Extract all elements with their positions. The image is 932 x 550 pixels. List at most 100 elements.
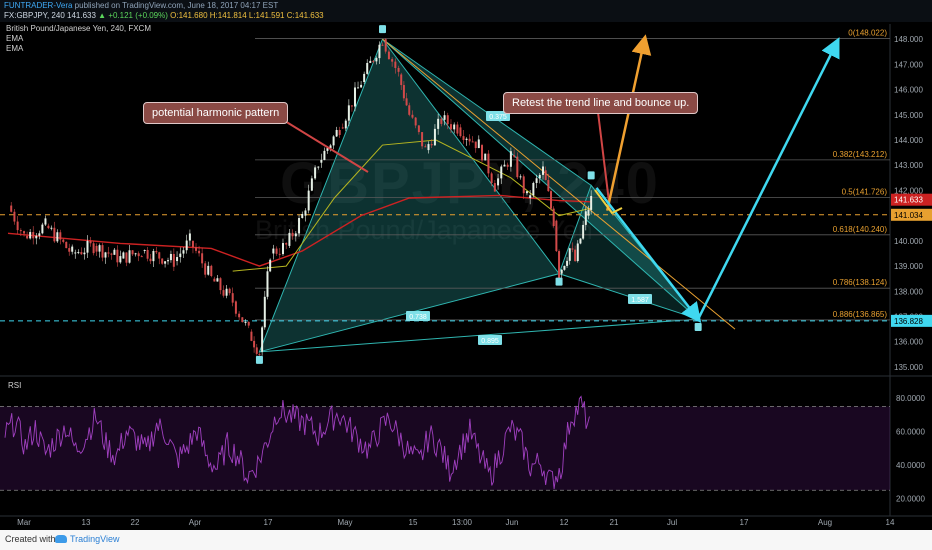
last-price: 141.633 — [67, 11, 96, 20]
pattern-point-b — [587, 171, 595, 180]
time-tick-label: Aug — [818, 518, 832, 527]
candle-body — [255, 347, 258, 354]
time-tick-label: 12 — [560, 518, 569, 527]
symbol-label[interactable]: FX:GBPJPY, 240 — [4, 11, 65, 20]
candle-body — [453, 124, 456, 130]
candle-body — [529, 195, 532, 198]
level-a-tag: 141.034 — [894, 211, 923, 220]
candle-body — [430, 144, 433, 146]
candle-body — [56, 232, 59, 242]
candle-body — [310, 178, 313, 191]
candle-body — [201, 253, 204, 264]
callout-retest-pointer — [597, 111, 611, 211]
rsi-line — [4, 395, 590, 490]
candle-body — [563, 265, 566, 270]
time-tick-label: 22 — [131, 518, 140, 527]
candle-body — [68, 248, 71, 252]
rsi-tick-label: 60.0000 — [896, 428, 925, 437]
time-tick-label: 13 — [82, 518, 91, 527]
candle-body — [560, 269, 563, 274]
candle-body — [95, 245, 98, 252]
candle-body — [391, 59, 394, 62]
candle-body — [484, 153, 487, 161]
author-link[interactable]: FUNTRADER-Vera — [4, 1, 73, 10]
ratio-label: 0.738 — [409, 314, 427, 321]
candle-body — [437, 118, 440, 129]
candle-body — [62, 239, 65, 242]
candle-body — [433, 128, 436, 146]
candle-body — [275, 248, 278, 254]
candle-body — [261, 327, 264, 352]
candle-body — [456, 124, 459, 134]
ohlc-values: O:141.680 H:141.814 L:141.591 C:141.633 — [170, 11, 324, 20]
retest-bounce-line — [594, 189, 623, 215]
level-b-tag: 136.828 — [894, 317, 923, 326]
candle-body — [122, 252, 125, 259]
candle-body — [104, 252, 107, 258]
fib-label-0.5: 0.5(141.726) — [842, 187, 888, 196]
candle-body — [544, 170, 547, 181]
candle-body — [244, 321, 247, 323]
candle-body — [204, 263, 207, 275]
price-chart[interactable]: 0(148.022) 0.382(143.212) 0.5(141.726) 0.61… — [0, 0, 932, 530]
candle-body — [89, 240, 92, 244]
candle-body — [477, 139, 480, 149]
candle-body — [281, 243, 284, 255]
price-tick-label: 135.000 — [894, 363, 923, 372]
candle-body — [74, 252, 77, 254]
indicator-legend: British Pound/Japanese Yen, 240, FXCM EM… — [6, 24, 151, 54]
candle-body — [490, 173, 493, 184]
candle-body — [375, 58, 378, 62]
candle-body — [191, 240, 194, 248]
candle-body — [329, 145, 332, 149]
legend-ema-1[interactable]: EMA — [6, 34, 24, 43]
fib-label-0.382: 0.382(143.212) — [833, 150, 888, 159]
candle-body — [459, 127, 462, 137]
candle-body — [366, 62, 369, 74]
candle-body — [487, 153, 490, 174]
legend-ema-2[interactable]: EMA — [6, 44, 24, 53]
candle-body — [241, 317, 244, 323]
ratio-badge — [478, 335, 502, 345]
footer-brand[interactable]: TradingView — [70, 534, 120, 544]
candle-body — [59, 232, 62, 240]
forecast-arrow-2 — [595, 187, 702, 323]
candle-body — [519, 176, 522, 178]
ratio-label: 0.895 — [481, 338, 499, 345]
candle-body — [532, 182, 535, 196]
time-tick-label: Jul — [667, 518, 677, 527]
time-tick-label: 17 — [264, 518, 273, 527]
candle-body — [44, 218, 47, 225]
time-tick-label: 15 — [409, 518, 418, 527]
candle-body — [71, 246, 74, 252]
candle-body — [231, 293, 234, 303]
candle-body — [210, 265, 213, 277]
candle-body — [465, 138, 468, 140]
candle-body — [258, 353, 261, 355]
candle-body — [176, 257, 179, 262]
forecast-arrow-1 — [605, 34, 652, 211]
candle-body — [424, 146, 427, 148]
ratio-label: 1.587 — [631, 297, 649, 304]
candle-body — [576, 243, 579, 262]
candle-body — [225, 288, 228, 296]
candle-body — [307, 190, 310, 211]
candle-body — [269, 259, 272, 272]
candle-body — [335, 129, 338, 137]
candle-body — [344, 120, 347, 129]
candle-body — [509, 151, 512, 167]
current-price-tag-bg — [891, 193, 932, 206]
candle-body — [513, 155, 516, 157]
fib-label-0.618: 0.618(140.240) — [833, 225, 888, 234]
candle-body — [179, 253, 182, 258]
ratio-badge — [486, 111, 510, 121]
candle-body — [402, 85, 405, 99]
candle-body — [566, 260, 569, 266]
candle-body — [131, 250, 134, 255]
time-tick-label: 14 — [886, 518, 895, 527]
candle-body — [350, 105, 353, 107]
candle-body — [113, 249, 116, 255]
pattern-point-a — [379, 25, 386, 34]
candle-body — [41, 224, 44, 234]
candle-body — [143, 249, 146, 251]
